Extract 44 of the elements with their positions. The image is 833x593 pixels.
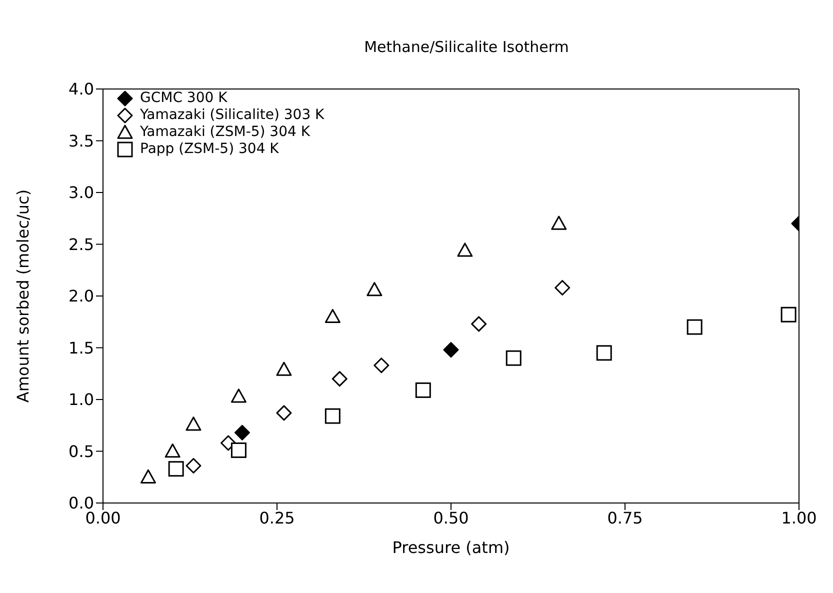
point — [554, 280, 570, 296]
y-tick-label: 4.0 — [68, 80, 94, 99]
point — [374, 358, 390, 374]
point — [551, 216, 567, 230]
chart-title: Methane/Silicalite Isotherm — [363, 37, 570, 58]
point — [332, 371, 348, 387]
point — [686, 319, 702, 335]
y-tick-label: 2.0 — [68, 286, 94, 306]
point — [324, 308, 340, 324]
point — [471, 316, 487, 332]
legend-label: Papp (ZSM-5) 304 K — [140, 141, 279, 158]
point — [230, 442, 246, 458]
x-tick-label: 0.50 — [433, 508, 469, 528]
y-tick-label: 3.5 — [68, 131, 94, 150]
point — [164, 444, 180, 458]
point — [443, 342, 459, 358]
y-axis-title: Amount sorbed (molec/uc) — [14, 189, 33, 403]
point — [596, 345, 612, 361]
legend-label: Yamazaki (Silicalite) 303 K — [140, 107, 324, 124]
x-axis-title: Pressure (atm) — [392, 538, 510, 557]
y-tick-label: 2.5 — [68, 234, 94, 254]
x-tick-label: 0.25 — [259, 508, 295, 528]
legend-label: GCMC 300 K — [140, 90, 228, 107]
x-tick-label: 1.00 — [781, 508, 817, 528]
point — [366, 282, 382, 296]
point — [140, 469, 156, 484]
point — [276, 405, 292, 421]
y-tick-label: 3.0 — [68, 183, 94, 202]
point — [234, 424, 250, 440]
point — [230, 388, 246, 403]
point — [457, 242, 473, 257]
point — [324, 408, 340, 424]
x-tick-label: 0.75 — [607, 508, 643, 528]
y-tick-label: 1.5 — [68, 338, 94, 358]
point — [186, 458, 202, 474]
point — [415, 382, 431, 398]
point — [780, 306, 796, 322]
legend-label: Yamazaki (ZSM-5) 304 K — [140, 124, 310, 141]
point — [186, 416, 202, 431]
point — [168, 461, 184, 477]
y-tick-label: 0.5 — [68, 442, 94, 461]
y-tick-label: 1.0 — [68, 390, 94, 410]
point — [506, 350, 522, 366]
point — [276, 362, 292, 376]
